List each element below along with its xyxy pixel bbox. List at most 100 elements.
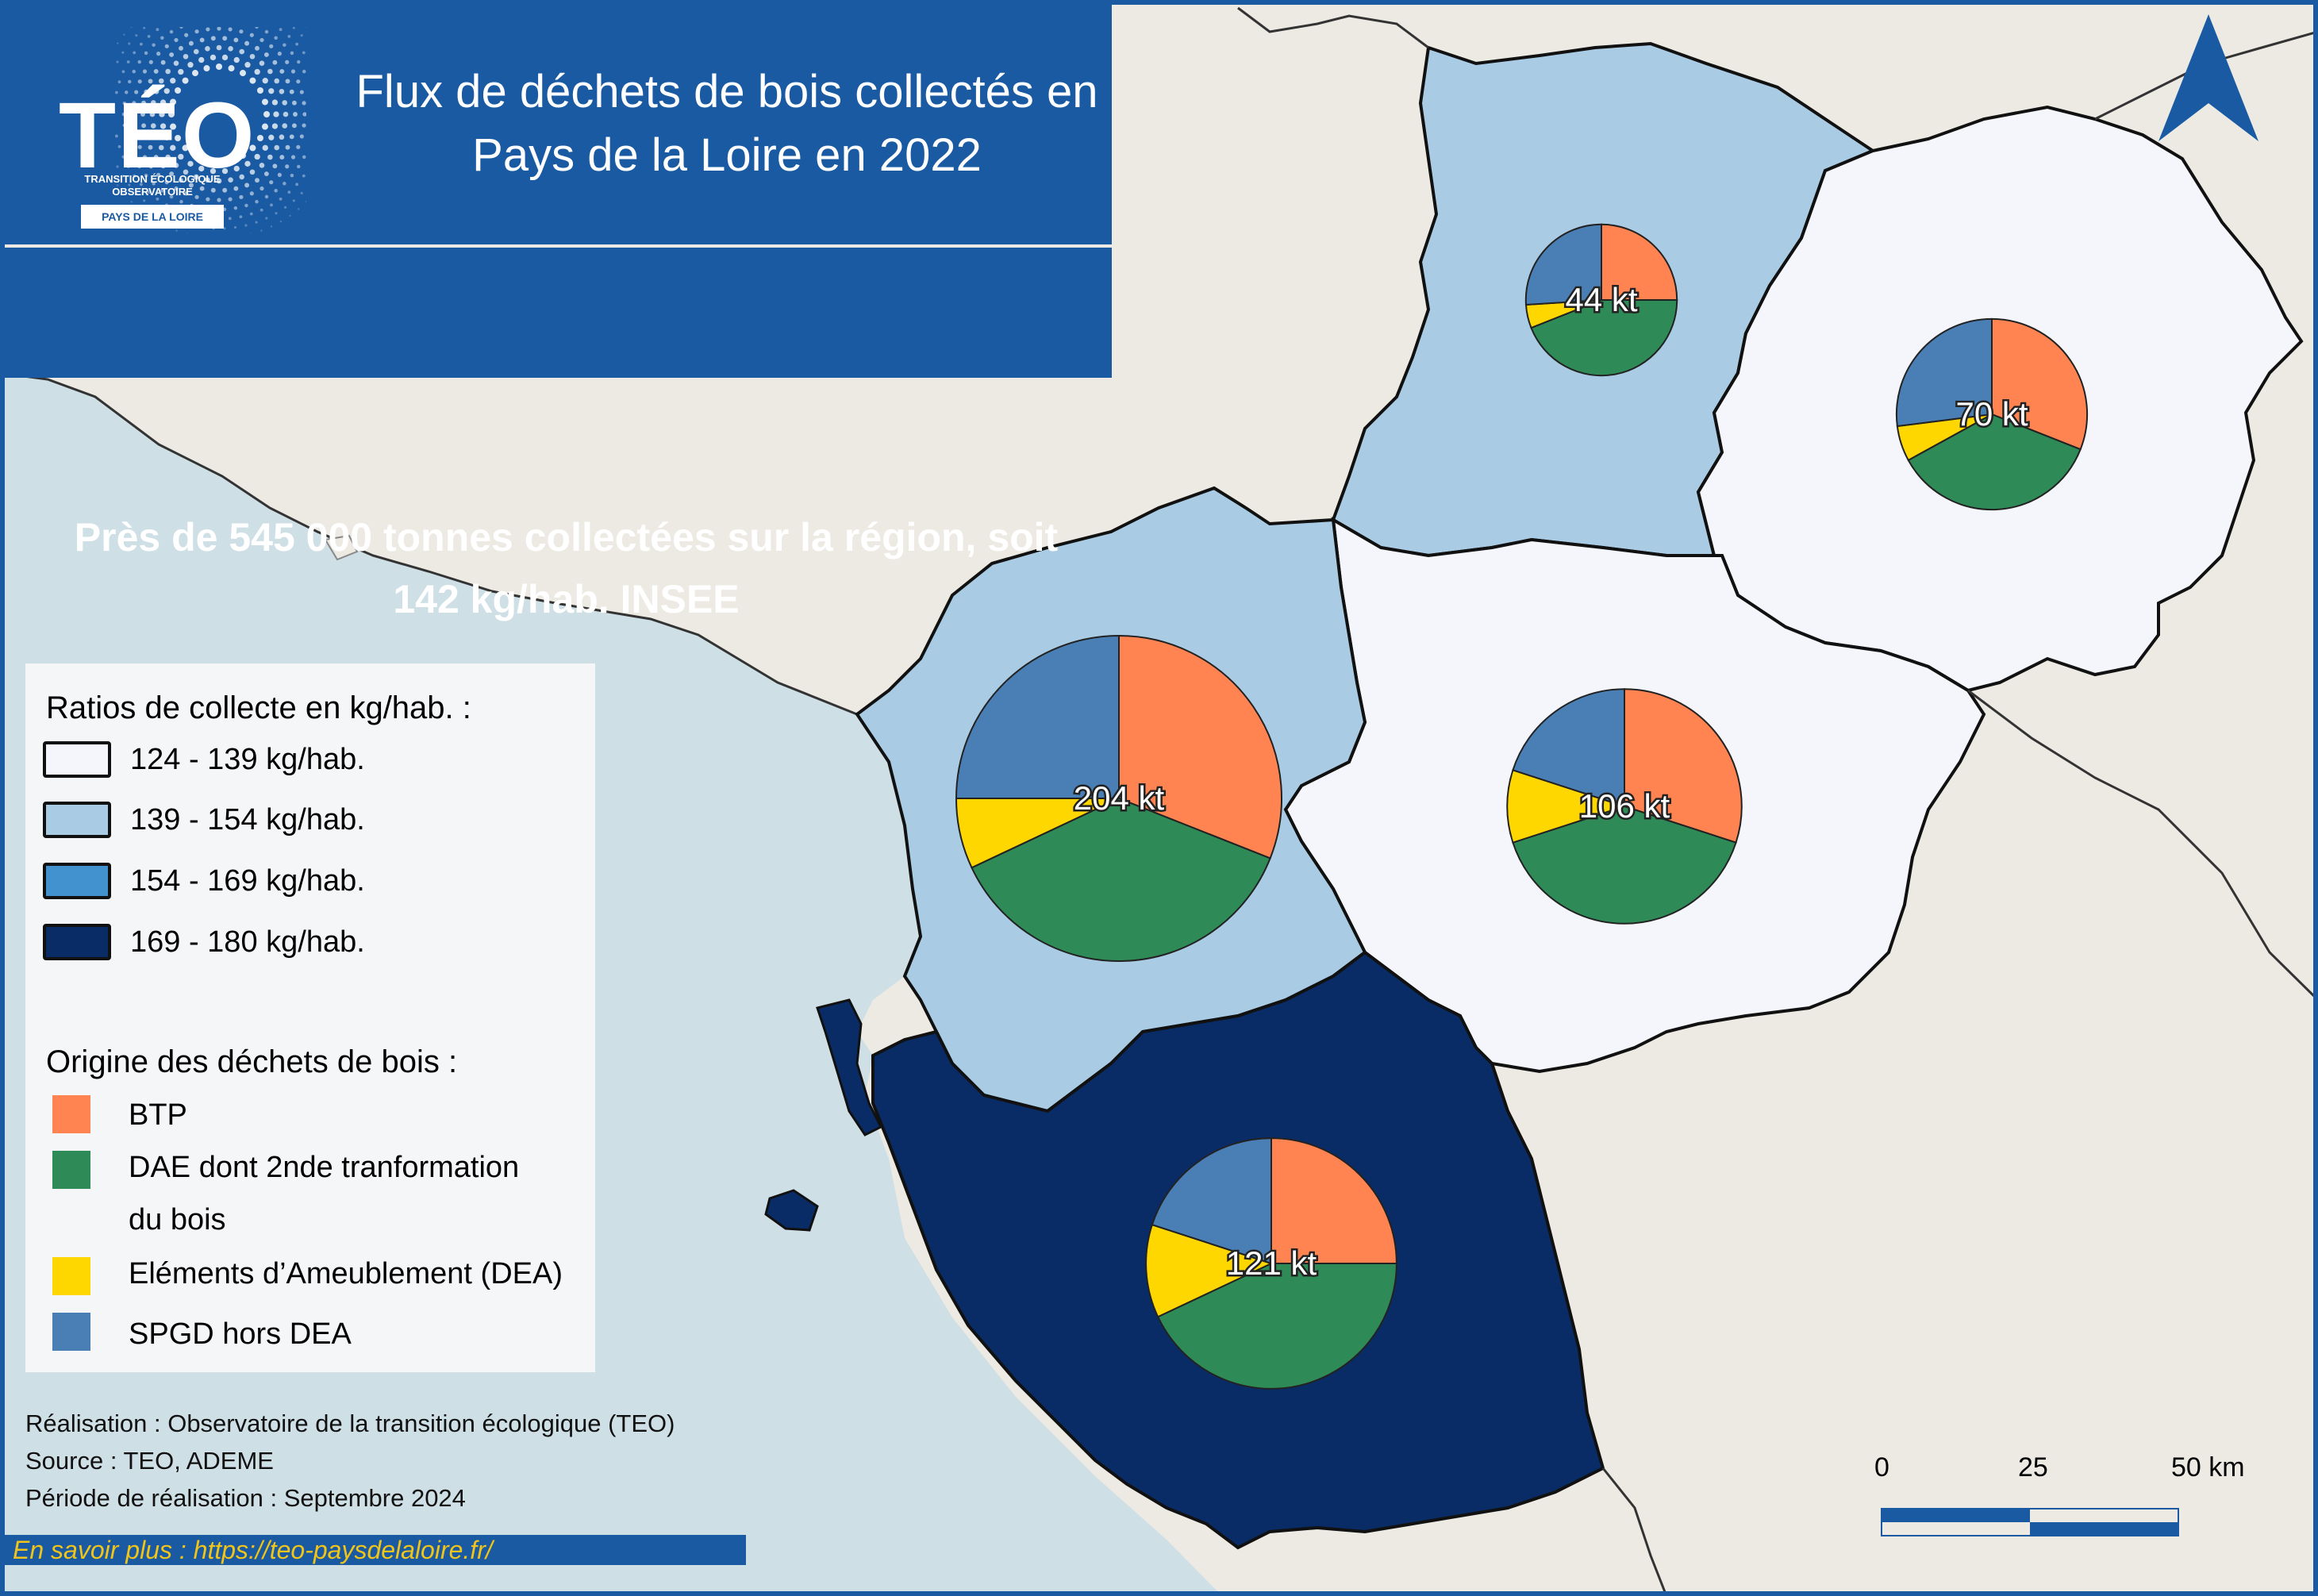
logo-dot bbox=[282, 123, 288, 129]
logo-dot bbox=[290, 155, 296, 160]
logo-dot bbox=[173, 163, 179, 168]
logo-dot bbox=[193, 48, 199, 55]
logo-dot bbox=[132, 69, 136, 74]
logo-dot bbox=[198, 165, 205, 172]
logo-dot bbox=[142, 155, 148, 160]
logo-dot bbox=[121, 51, 125, 54]
logo-dot bbox=[184, 33, 189, 37]
logo-dot bbox=[302, 69, 306, 74]
logo-dot bbox=[137, 60, 141, 64]
logo-dot bbox=[239, 29, 244, 34]
logo-dot bbox=[160, 189, 164, 193]
logo-dot bbox=[164, 180, 169, 185]
logo-dot bbox=[183, 53, 189, 60]
logo-dot bbox=[199, 37, 205, 43]
logo-dot bbox=[117, 80, 121, 84]
logo-dot bbox=[144, 134, 149, 140]
logo-dot bbox=[210, 54, 217, 61]
external-border-south bbox=[1967, 689, 2318, 1002]
pie-slice-vendee-dea bbox=[1145, 1223, 1274, 1318]
logo-dot bbox=[141, 123, 147, 129]
logo-dot bbox=[137, 144, 142, 149]
logo-dot bbox=[259, 208, 263, 212]
ratio-label: 154 - 169 kg/hab. bbox=[130, 864, 365, 898]
logo-dot bbox=[302, 51, 306, 55]
pie-total-label-sarthe: 70 kt bbox=[1955, 395, 2028, 433]
logo-dot bbox=[274, 36, 278, 40]
more-info-bar: En savoir plus : https://teo-paysdelaloi… bbox=[5, 1535, 746, 1565]
logo-dot bbox=[203, 65, 210, 72]
logo-dot bbox=[293, 112, 298, 117]
ratio-swatch bbox=[43, 802, 111, 838]
logo-dot bbox=[259, 186, 264, 191]
logo-dot bbox=[255, 178, 259, 183]
logo-dot bbox=[206, 27, 210, 32]
logo-dot bbox=[127, 79, 132, 84]
credit-realisation: Réalisation : Observatoire de la transit… bbox=[25, 1409, 675, 1437]
logo-dot bbox=[169, 52, 175, 57]
logo-dot bbox=[249, 191, 254, 196]
logo-dot bbox=[240, 152, 246, 159]
logo-dot bbox=[144, 51, 148, 56]
north-arrow-icon bbox=[2158, 14, 2258, 141]
logo-dot bbox=[199, 186, 205, 191]
logo-dot bbox=[255, 221, 258, 224]
logo-dot bbox=[272, 163, 278, 169]
logo-dot bbox=[165, 68, 171, 75]
origin-swatch-dea bbox=[52, 1257, 90, 1295]
logo-dot bbox=[261, 98, 268, 106]
logo-dot bbox=[160, 123, 167, 129]
logo-dot bbox=[140, 42, 143, 46]
logo-dot bbox=[267, 68, 273, 75]
logo-dot bbox=[123, 33, 125, 36]
logo-dot bbox=[260, 229, 263, 232]
logo-dot bbox=[150, 100, 156, 106]
logo-dot bbox=[152, 43, 156, 47]
pie-total-label-loire-atlantique: 204 kt bbox=[1074, 779, 1165, 817]
logo-dot bbox=[262, 144, 268, 151]
logo-dot bbox=[270, 225, 273, 228]
logo-wordmark: TÉO bbox=[59, 83, 256, 188]
ratio-swatch bbox=[43, 924, 111, 960]
logo-dot bbox=[183, 169, 189, 175]
origin-label-spgd: SPGD hors DEA bbox=[129, 1317, 352, 1351]
logo-dot bbox=[121, 70, 125, 74]
logo-dot bbox=[193, 174, 199, 180]
logo-dot bbox=[221, 167, 229, 175]
logo-dot bbox=[221, 54, 229, 61]
logo-dot bbox=[295, 183, 298, 187]
logo-dot bbox=[175, 87, 182, 94]
logo-dot bbox=[216, 44, 222, 51]
logo-dot bbox=[283, 206, 287, 209]
logo-dot bbox=[116, 165, 119, 168]
logo-dot bbox=[173, 60, 179, 66]
map-title: Flux de déchets de bois collectés en Pay… bbox=[346, 60, 1108, 187]
logo-dot bbox=[244, 40, 250, 46]
pie-slice-maine-et-loire-spgd bbox=[1512, 688, 1625, 808]
map-subtitle: Près de 545 000 tonnes collectées sur la… bbox=[29, 506, 1104, 630]
logo-dot bbox=[130, 201, 133, 203]
pie-slice-maine-et-loire-btp bbox=[1624, 688, 1743, 844]
logo-dot bbox=[216, 63, 222, 70]
logo-dot bbox=[299, 134, 304, 139]
logo-dot bbox=[178, 153, 184, 160]
logo-dot bbox=[263, 111, 270, 117]
logo-dot bbox=[255, 45, 259, 51]
logo-dot bbox=[270, 203, 273, 207]
logo-dot bbox=[148, 144, 153, 150]
logo-dot bbox=[300, 34, 303, 37]
logo-dot bbox=[160, 163, 166, 169]
logo-dot bbox=[249, 33, 254, 37]
map-legend: Ratios de collecte en kg/hab. : 124 - 13… bbox=[25, 663, 595, 1372]
logo-region-badge: PAYS DE LA LOIRE bbox=[81, 205, 224, 229]
ratio-label: 139 - 154 kg/hab. bbox=[130, 803, 365, 836]
logo-dot bbox=[210, 36, 216, 41]
more-info-link[interactable]: En savoir plus : https://teo-paysdelaloi… bbox=[13, 1536, 493, 1564]
logo-dot bbox=[259, 163, 265, 168]
logo-dot bbox=[144, 89, 149, 94]
logo-dot bbox=[263, 171, 269, 177]
scale-label-0: 0 bbox=[1874, 1452, 1889, 1483]
pie-slice-sarthe-spgd bbox=[1895, 317, 1993, 428]
logo-dot bbox=[263, 52, 269, 57]
logo-dot bbox=[256, 135, 263, 141]
